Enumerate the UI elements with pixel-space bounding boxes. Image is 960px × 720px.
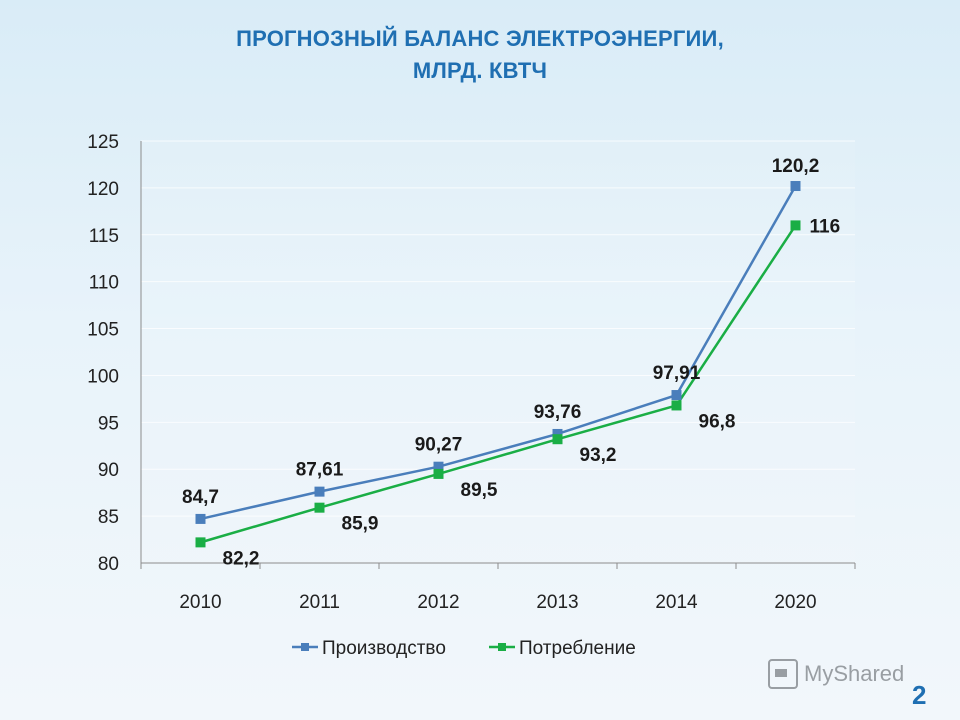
data-point [790,181,801,192]
data-point [314,486,325,497]
data-point [433,468,444,479]
y-tick-label: 125 [87,132,119,153]
data-label: 85,9 [342,514,379,535]
data-point [314,502,325,513]
data-label: 84,7 [182,487,219,508]
data-label: 89,5 [461,480,498,501]
series-line-consumption [200,224,797,544]
series-line-production [200,185,797,521]
watermark: MyShared [768,656,904,692]
data-point [671,390,682,401]
data-label: 93,2 [580,445,617,466]
legend-label: Потребление [519,638,636,659]
data-point [552,434,563,445]
data-point [195,537,206,548]
x-tick-label: 2012 [417,592,459,613]
data-point [552,428,563,439]
presentation-icon [768,659,798,689]
y-tick-label: 85 [98,507,119,528]
plot-area [141,141,855,563]
watermark-text: MyShared [804,661,905,686]
data-label: 120,2 [772,156,820,177]
data-label: 97,91 [653,363,701,384]
y-tick-label: 100 [87,366,119,387]
data-label: 96,8 [699,411,736,432]
chart-title-line-2: МЛРД. КВТЧ [412,58,548,83]
x-tick-label: 2014 [655,592,698,613]
data-label: 116 [810,216,841,237]
data-labels: 84,7 87,61 90,27 93,76 97,91 120,2 82,2 85,9 89,… [182,156,840,569]
x-tick-label: 2013 [536,592,578,613]
data-point [671,400,682,411]
y-tick-label: 115 [89,226,119,247]
y-tick-label: 110 [89,273,119,294]
legend: Производство Потребление [292,638,636,659]
chart-title-line-1: ПРОГНОЗНЫЙ БАЛАНС ЭЛЕКТРОЭНЕРГИИ, [236,26,724,51]
y-tick-label: 80 [98,554,119,575]
data-label: 90,27 [415,435,463,456]
axes: 80 85 90 95 100 105 110 115 120 125 2010 2011 2012 20… [87,132,856,613]
series-points [195,181,801,548]
legend-marker [301,643,309,651]
data-point [790,220,801,231]
y-tick-label: 120 [87,179,119,200]
data-label: 82,2 [223,548,260,569]
data-point [433,461,444,472]
data-label: 87,61 [296,460,344,481]
data-label: 93,76 [534,402,582,423]
gridlines [141,140,855,564]
legend-marker [498,643,506,651]
page-number: 2 [912,680,927,710]
y-tick-label: 95 [98,413,119,434]
x-tick-label: 2011 [299,592,340,613]
legend-label: Производство [322,638,446,659]
y-tick-label: 105 [87,320,119,341]
x-tick-label: 2010 [179,592,221,613]
series-lines [200,185,797,544]
x-tick-label: 2020 [774,592,816,613]
y-tick-label: 90 [98,460,119,481]
data-point [195,513,206,524]
